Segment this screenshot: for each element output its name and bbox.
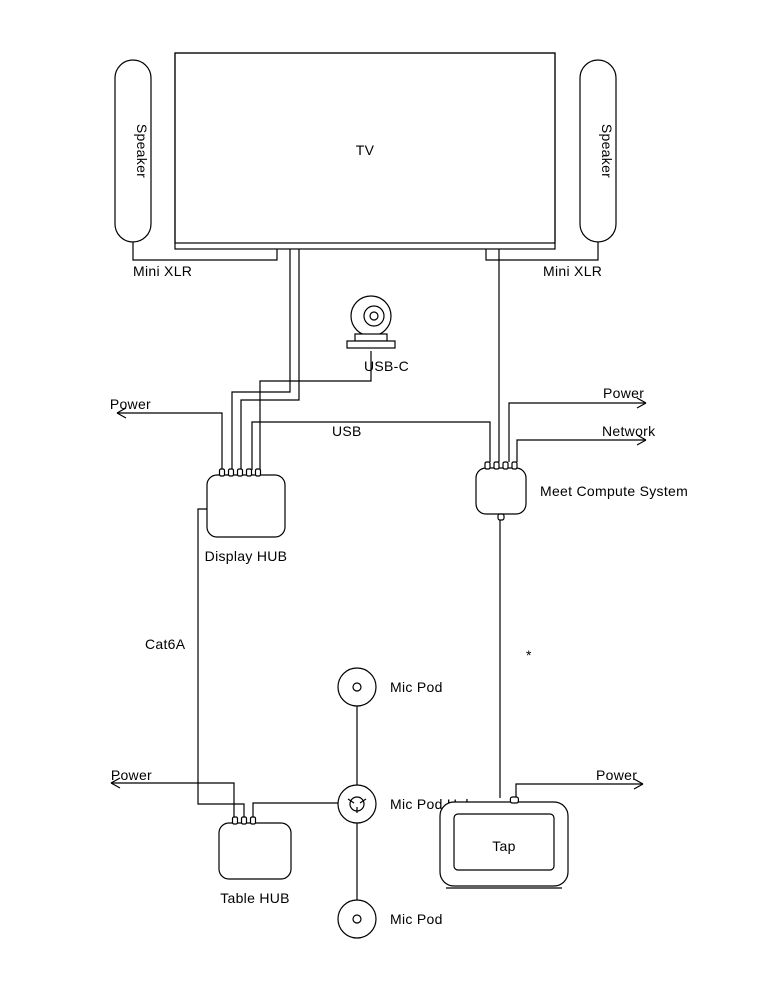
svg-text:TV: TV (356, 142, 375, 158)
speaker-left: Speaker (115, 60, 151, 242)
label-mini-xlr-left: Mini XLR (133, 263, 192, 279)
edge-camera-to-dhub (260, 351, 371, 470)
label-power-ul: Power (110, 396, 151, 412)
display-hub: Display HUB (205, 475, 288, 564)
mic-pod-top: Mic Pod (338, 668, 443, 706)
edge-thub-to-micpodhub (253, 803, 338, 820)
edge-power-tap (516, 784, 643, 800)
svg-text:Tap: Tap (492, 838, 515, 854)
svg-text:Display HUB: Display HUB (205, 548, 288, 564)
label-usb: USB (332, 423, 362, 439)
label-power-bl: Power (111, 767, 152, 783)
tv: TV (175, 53, 555, 249)
label-mini-xlr-right: Mini XLR (543, 263, 602, 279)
wiring-diagram: TV Speaker Speaker Display HUB Meet Compute … (0, 0, 757, 1000)
svg-text:Speaker: Speaker (134, 124, 150, 178)
svg-text:Mic Pod: Mic Pod (390, 911, 443, 927)
meet-compute-system: Meet Compute System (476, 468, 688, 520)
edge-network-compute (517, 440, 646, 462)
label-usb-c: USB-C (364, 358, 409, 374)
table-hub: Table HUB (219, 823, 291, 906)
svg-text:Table HUB: Table HUB (220, 890, 290, 906)
svg-text:Mic Pod: Mic Pod (390, 679, 443, 695)
speaker-right: Speaker (580, 60, 616, 242)
edge-power-thub (111, 783, 234, 819)
svg-text:Speaker: Speaker (599, 124, 615, 178)
label-network: Network (602, 423, 656, 439)
mic-pod-bottom: Mic Pod (338, 900, 443, 938)
label-cat6a: Cat6A (145, 636, 186, 652)
tap: Tap (440, 797, 568, 888)
label-asterisk: * (526, 647, 532, 663)
edge-power-dhub (117, 413, 222, 473)
edge-usb-dhub-compute (252, 422, 490, 470)
svg-text:Meet Compute System: Meet Compute System (540, 483, 688, 499)
camera (347, 296, 395, 348)
label-power-br: Power (596, 767, 637, 783)
label-power-ur: Power (603, 385, 644, 401)
